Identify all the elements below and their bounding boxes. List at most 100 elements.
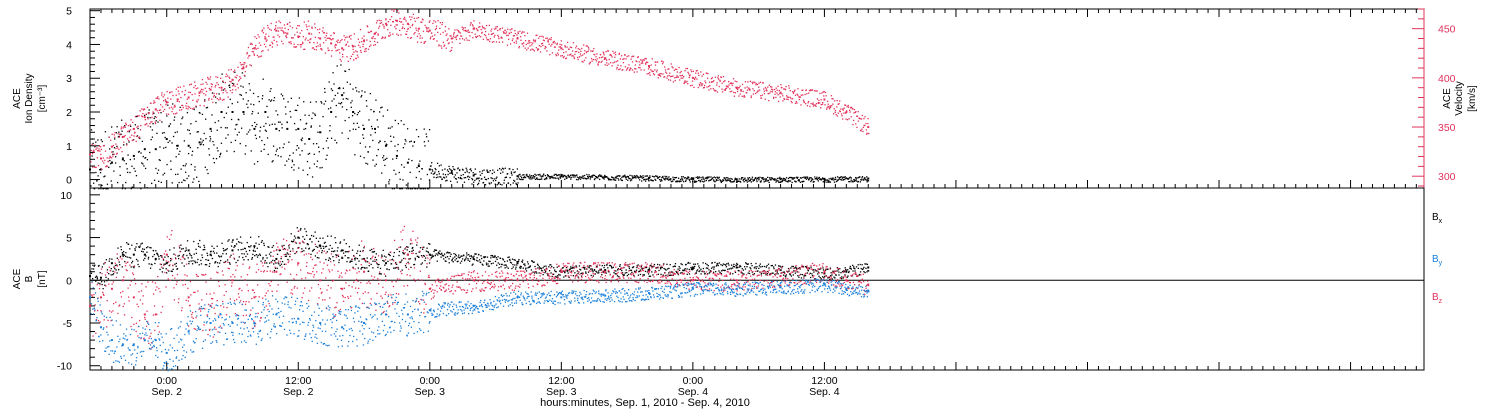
- bx-sample: [627, 264, 629, 266]
- density-sample: [275, 150, 278, 152]
- velocity-sample: [180, 96, 182, 99]
- velocity-sample: [426, 28, 428, 30]
- density-sample: [704, 180, 706, 182]
- bx-sample: [366, 267, 368, 269]
- density-sample: [375, 99, 377, 101]
- density-sample: [441, 169, 444, 171]
- velocity-sample: [448, 28, 450, 30]
- density-sample: [263, 148, 265, 151]
- bx-sample: [672, 266, 674, 268]
- density-sample: [510, 171, 513, 173]
- bx-sample: [152, 249, 155, 252]
- velocity-sample: [647, 68, 650, 70]
- velocity-sample: [242, 66, 244, 68]
- velocity-sample: [846, 119, 849, 121]
- velocity-sample: [850, 116, 852, 118]
- velocity-sample: [811, 89, 814, 91]
- velocity-sample: [588, 48, 590, 50]
- velocity-sample: [101, 168, 103, 170]
- density-sample: [702, 177, 704, 179]
- velocity-sample: [120, 126, 123, 128]
- density-sample: [223, 116, 225, 119]
- density-point: [253, 127, 256, 130]
- density-sample: [733, 180, 735, 182]
- velocity-sample: [357, 56, 359, 58]
- density-sample: [446, 179, 448, 182]
- density-sample: [430, 165, 432, 167]
- bx-sample: [100, 280, 103, 283]
- density-sample: [522, 174, 524, 176]
- velocity-sample: [578, 51, 580, 53]
- velocity-sample: [483, 33, 486, 36]
- bx-sample: [781, 265, 784, 268]
- bx-sample: [303, 250, 305, 252]
- velocity-sample: [505, 32, 507, 35]
- velocity-sample: [688, 75, 691, 77]
- bx-sample: [493, 255, 496, 257]
- velocity-sample: [135, 135, 138, 138]
- bx-sample: [377, 266, 379, 268]
- velocity-sample: [620, 55, 623, 57]
- bx-sample: [180, 244, 182, 246]
- velocity-sample: [421, 21, 423, 23]
- bx-sample: [361, 266, 363, 269]
- velocity-sample: [573, 57, 576, 60]
- bx-sample: [702, 262, 704, 264]
- density-sample: [497, 169, 499, 171]
- velocity-sample: [724, 88, 727, 90]
- density-point: [121, 158, 124, 161]
- velocity-sample: [835, 114, 837, 116]
- bx-sample: [738, 266, 741, 268]
- density-sample: [271, 161, 273, 163]
- density-sample: [451, 173, 454, 175]
- velocity-sample: [238, 80, 240, 82]
- density-sample: [350, 106, 352, 109]
- density-sample: [194, 166, 196, 168]
- velocity-sample: [609, 54, 611, 56]
- velocity-sample: [301, 41, 304, 43]
- density-sample: [423, 141, 426, 143]
- density-sample: [214, 96, 217, 98]
- velocity-sample: [587, 50, 589, 52]
- velocity-point: [253, 47, 256, 50]
- bx-sample: [217, 265, 219, 268]
- velocity-sample: [518, 45, 521, 48]
- velocity-sample: [187, 108, 189, 110]
- velocity-sample: [524, 47, 526, 49]
- velocity-sample: [434, 21, 437, 23]
- velocity-sample: [682, 75, 685, 78]
- velocity-sample: [671, 75, 673, 78]
- density-sample: [282, 146, 284, 149]
- bx-sample: [444, 256, 447, 259]
- bx-sample: [743, 266, 746, 268]
- velocity-point: [286, 32, 289, 35]
- density-sample: [289, 154, 291, 157]
- density-sample: [719, 179, 721, 181]
- density-sample: [420, 188, 422, 190]
- density-sample: [144, 167, 147, 170]
- bx-sample: [790, 267, 792, 269]
- velocity-sample: [246, 53, 248, 55]
- bx-sample: [807, 270, 809, 272]
- density-sample: [637, 177, 640, 179]
- velocity-point: [308, 32, 311, 35]
- bx-sample: [512, 266, 514, 268]
- velocity-sample: [721, 88, 723, 90]
- bx-sample: [96, 278, 98, 280]
- bx-sample: [681, 271, 683, 274]
- bx-sample: [372, 260, 374, 262]
- density-sample: [318, 151, 321, 153]
- velocity-sample: [232, 85, 234, 87]
- velocity-sample: [852, 119, 855, 122]
- density-sample: [182, 116, 184, 118]
- density-sample: [121, 188, 124, 190]
- bx-sample: [474, 253, 476, 255]
- velocity-sample: [249, 43, 252, 45]
- velocity-sample: [274, 28, 276, 31]
- bx-sample: [341, 256, 343, 258]
- bx-sample: [386, 268, 388, 270]
- density-sample: [832, 177, 834, 179]
- bx-sample: [331, 247, 333, 249]
- density-sample: [645, 175, 648, 177]
- density-sample: [321, 102, 323, 104]
